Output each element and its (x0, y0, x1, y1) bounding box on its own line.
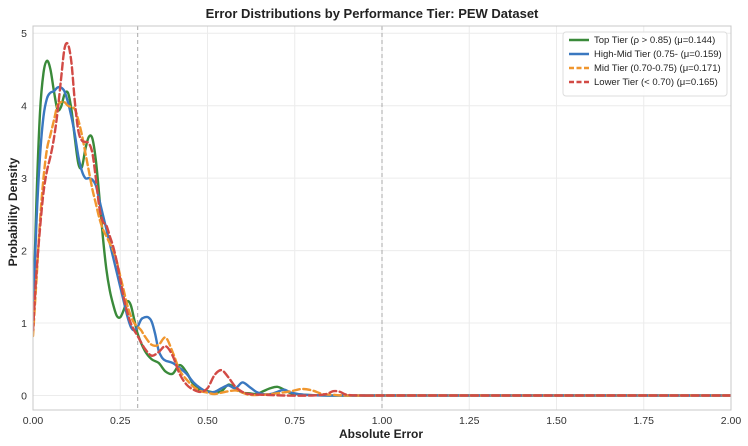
legend-label: Mid Tier (0.70-0.75) (μ=0.171) (594, 63, 721, 74)
y-tick-label: 2 (21, 246, 27, 258)
legend-label: Lower Tier (< 0.70) (μ=0.165) (594, 77, 718, 88)
y-tick-label: 5 (21, 28, 27, 40)
x-tick-label: 1.75 (634, 415, 655, 427)
series-line-4 (33, 41, 731, 397)
reference-lines (137, 26, 383, 410)
x-tick-label: 2.00 (721, 415, 742, 427)
legend-box (562, 31, 728, 97)
x-tick-label: 0.25 (110, 415, 131, 427)
y-tick-label: 1 (21, 318, 27, 330)
y-tick-label: 0 (21, 391, 27, 403)
legend-label: Top Tier (ρ > 0.85) (μ=0.144) (594, 35, 715, 46)
x-tick-label: 1.25 (459, 415, 480, 427)
y-tick-label: 3 (21, 173, 27, 185)
x-tick-labels: 0.00 0.25 0.50 0.75 1.00 1.25 1.50 1.75 2.00 (23, 415, 742, 427)
legend: Top Tier (ρ > 0.85) (μ=0.144) High-Mid Ti… (562, 31, 728, 97)
x-tick-label: 0.50 (197, 415, 218, 427)
x-tick-label: 1.50 (546, 415, 567, 427)
legend-label: High-Mid Tier (0.75- (μ=0.159) (594, 49, 722, 60)
x-tick-label: 0.75 (285, 415, 306, 427)
series-line-3 (33, 100, 731, 397)
x-tick-label: 0.00 (23, 415, 44, 427)
chart-title: Error Distributions by Performance Tier:… (206, 6, 539, 21)
series-group (33, 41, 731, 397)
y-tick-labels: 0 1 2 3 4 5 (21, 28, 27, 402)
plot-frame (32, 25, 732, 411)
x-axis-label: Absolute Error (339, 427, 423, 441)
x-tick-label: 1.00 (372, 415, 393, 427)
y-tick-label: 4 (21, 101, 27, 113)
y-axis-label: Probability Density (6, 157, 20, 266)
